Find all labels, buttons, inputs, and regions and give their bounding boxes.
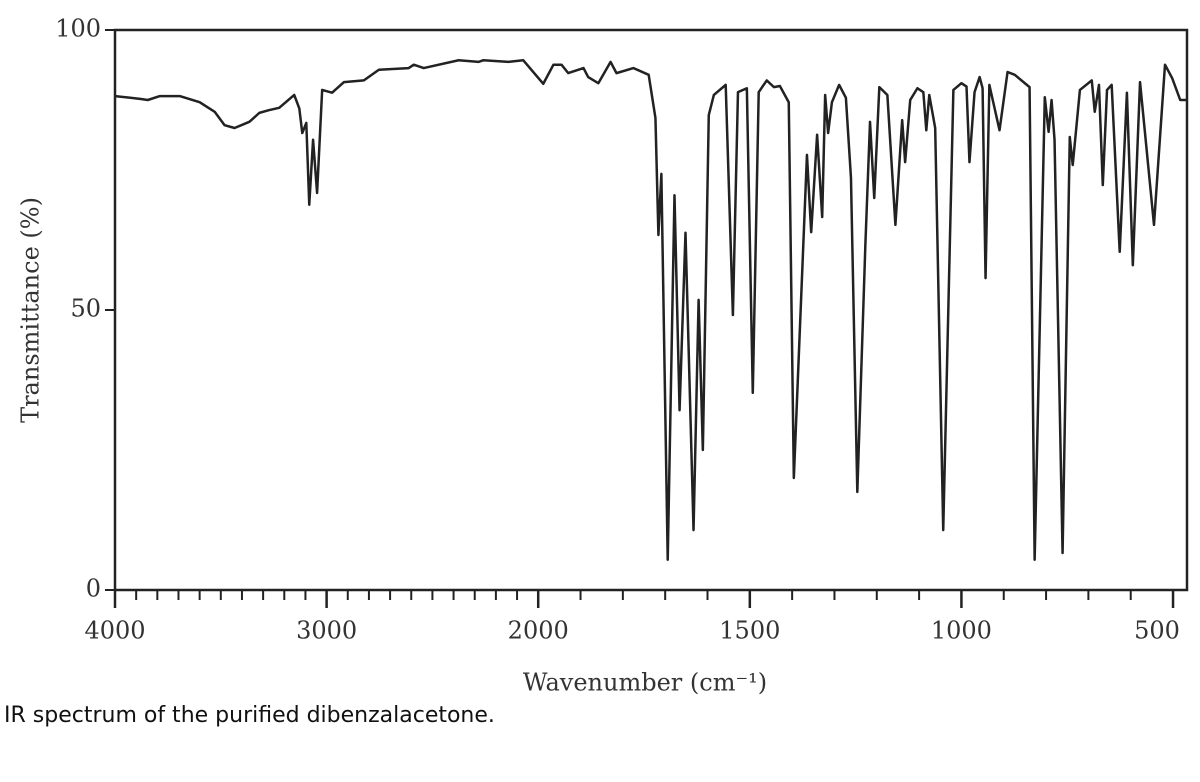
y-axis-label: Transmittance (%) — [17, 197, 45, 423]
x-tick-label: 1000 — [931, 617, 992, 645]
x-axis-label: Wavenumber (cm⁻¹) — [523, 669, 767, 697]
x-tick-label: 1500 — [719, 617, 780, 645]
plot-frame — [113, 28, 1189, 592]
y-tick-label: 100 — [55, 15, 101, 43]
x-tick-label: 500 — [1134, 617, 1180, 645]
y-tick-label: 0 — [86, 575, 101, 603]
caption: IR spectrum of the purified dibenzalacet… — [4, 703, 495, 728]
spectrum-line — [114, 58, 1187, 562]
x-tick-label: 4000 — [84, 617, 145, 645]
x-tick-label: 2000 — [508, 617, 569, 645]
x-tick-label: 3000 — [296, 617, 357, 645]
y-tick-label: 50 — [70, 295, 101, 323]
